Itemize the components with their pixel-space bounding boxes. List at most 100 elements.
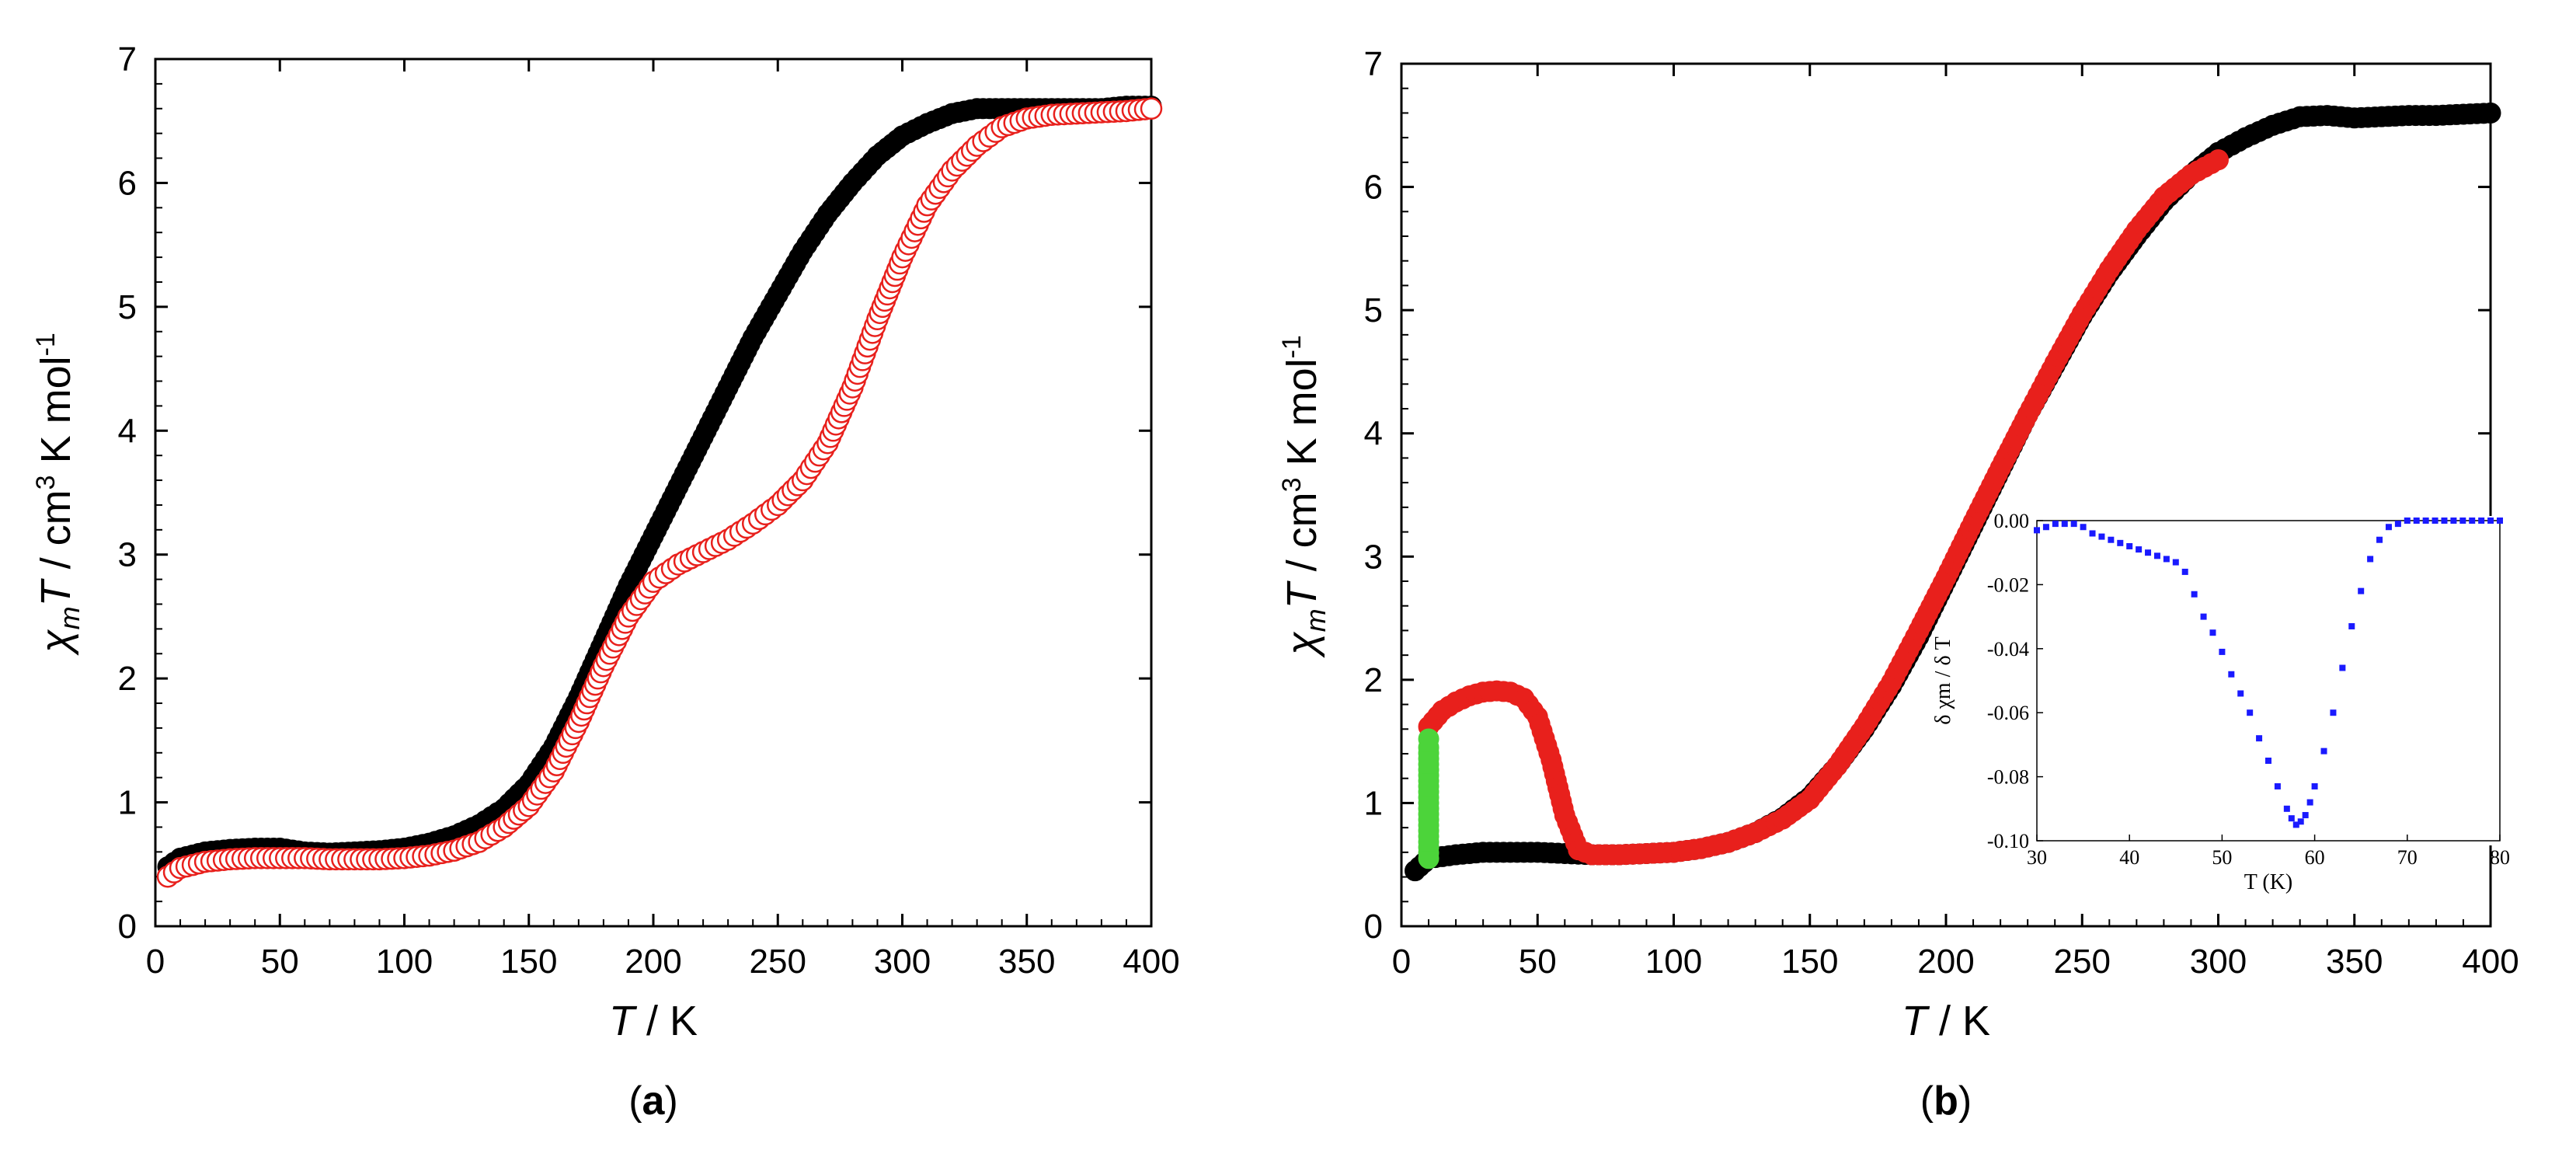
inset-data-point	[2413, 518, 2420, 524]
y-tick-label: 1	[118, 784, 137, 822]
inset-data-point	[2042, 524, 2049, 531]
y-tick-label: 4	[118, 412, 137, 450]
inset-data-point	[2404, 518, 2411, 524]
x-tick-label: 250	[2054, 943, 2111, 981]
inset-x-label: T (K)	[2244, 870, 2292, 894]
inset-x-tick-label: 70	[2397, 846, 2418, 869]
data-point	[2208, 149, 2229, 171]
inset-data-point	[2034, 527, 2040, 534]
x-tick-label: 200	[1917, 943, 1974, 981]
inset-data-point	[2237, 690, 2244, 697]
inset-data-point	[2469, 518, 2476, 524]
y-tick-label: 7	[1364, 45, 1383, 83]
y-axis-label: χmT / cm3 K mol-1	[1277, 335, 1332, 658]
data-point	[1422, 734, 1436, 743]
plot-frame	[154, 58, 1153, 928]
inset-data-point	[2302, 812, 2309, 819]
y-tick-label: 4	[1364, 415, 1383, 453]
inset-background	[2032, 516, 2505, 845]
inset-y-label: δ χm / δ T	[1931, 636, 1955, 724]
x-axis-label: T / K	[1902, 998, 1990, 1044]
inset-data-point	[2497, 518, 2503, 524]
inset-y-tick-label: -0.04	[1987, 638, 2029, 660]
inset-data-point	[2394, 521, 2401, 528]
series-red	[1418, 149, 2229, 866]
inset-data-point	[2080, 524, 2087, 531]
y-tick-label: 5	[1364, 291, 1383, 329]
y-tick-label: 0	[1364, 908, 1383, 946]
inset-data-point	[2061, 521, 2068, 528]
inset-data-point	[2274, 782, 2281, 789]
x-tick-label: 400	[1123, 943, 1179, 981]
inset-y-tick-label: -0.06	[1987, 702, 2029, 724]
inset-data-point	[2209, 629, 2216, 636]
y-axis-label: χmT / cm3 K mol-1	[31, 333, 85, 656]
x-tick-label: 100	[376, 943, 433, 981]
chart-panel-a: 0 50 100 150 200 250 300 350 400 0 1 2 3 4 5 6 7 T / K χmT…	[31, 40, 1180, 1124]
inset-data-point	[2306, 799, 2313, 806]
x-tick-label: 350	[998, 943, 1055, 981]
x-tick-label: 250	[750, 943, 806, 981]
inset-data-point	[2070, 521, 2077, 528]
x-tick-label: 350	[2326, 943, 2383, 981]
inset-data-point	[2108, 536, 2115, 543]
y-tick-label: 3	[1364, 538, 1383, 576]
y-tick-label: 6	[1364, 169, 1383, 207]
data-point	[2480, 102, 2501, 124]
inset-data-point	[2376, 536, 2383, 543]
inset-data-point	[2163, 556, 2170, 563]
inset-data-point	[2358, 587, 2365, 594]
inset-data-point	[2228, 671, 2235, 678]
chart-inset: 30 40 50 60 70 80 -0.10 -0.08 -0.06 -0.04 -0.02 0.0…	[1931, 510, 2510, 894]
inset-data-point	[2145, 549, 2152, 556]
inset-data-point	[2256, 735, 2263, 742]
series-green-bar	[1422, 734, 1436, 863]
inset-data-point	[2320, 748, 2327, 755]
inset-data-point	[2339, 664, 2346, 671]
inset-data-point	[2172, 559, 2179, 566]
y-tick-label: 6	[118, 164, 137, 202]
y-tick-label: 7	[118, 40, 137, 78]
inset-data-point	[2292, 821, 2299, 828]
inset-data-point	[2052, 521, 2059, 528]
inset-data-point	[2441, 518, 2448, 524]
inset-data-point	[2487, 518, 2494, 524]
x-tick-label: 400	[2462, 943, 2519, 981]
inset-data-point	[2181, 568, 2188, 575]
x-tick-label: 300	[874, 943, 931, 981]
inset-data-point	[2311, 782, 2318, 789]
inset-data-point	[2089, 530, 2096, 537]
x-tick-label: 0	[146, 943, 165, 981]
y-tick-label: 2	[1364, 661, 1383, 699]
x-tick-label: 100	[1645, 943, 1702, 981]
y-tick-label: 0	[118, 908, 137, 946]
inset-data-point	[2153, 552, 2160, 559]
inset-data-point	[2283, 805, 2290, 812]
inset-data-point	[2136, 546, 2143, 553]
inset-data-point	[2385, 524, 2392, 531]
inset-data-point	[2422, 518, 2429, 524]
inset-data-point	[2297, 818, 2304, 825]
x-tick-label: 50	[1519, 943, 1557, 981]
y-tick-label: 2	[118, 660, 137, 698]
inset-y-tick-label: -0.08	[1987, 766, 2029, 789]
inset-data-point	[2265, 758, 2271, 764]
inset-x-tick-label: 80	[2490, 846, 2510, 869]
inset-data-point	[2432, 518, 2438, 524]
inset-x-tick-label: 60	[2305, 846, 2325, 869]
inset-data-point	[2330, 709, 2337, 716]
x-tick-label: 200	[625, 943, 681, 981]
inset-data-point	[2219, 648, 2226, 655]
x-tick-label: 0	[1392, 943, 1411, 981]
data-point	[1140, 97, 1163, 120]
chart-panel-b: 0 50 100 150 200 250 300 350 400 0 1 2 3 4 5 6 7 T / K χmT…	[1277, 45, 2519, 1124]
y-tick-label: 3	[118, 536, 137, 574]
x-tick-label: 300	[2190, 943, 2247, 981]
inset-y-tick-label: 0.00	[1994, 510, 2030, 532]
inset-data-point	[2348, 622, 2355, 629]
inset-y-tick-label: -0.10	[1987, 830, 2029, 852]
inset-data-point	[2098, 533, 2105, 540]
inset-frame	[2036, 520, 2501, 842]
series-heating	[157, 96, 1162, 877]
